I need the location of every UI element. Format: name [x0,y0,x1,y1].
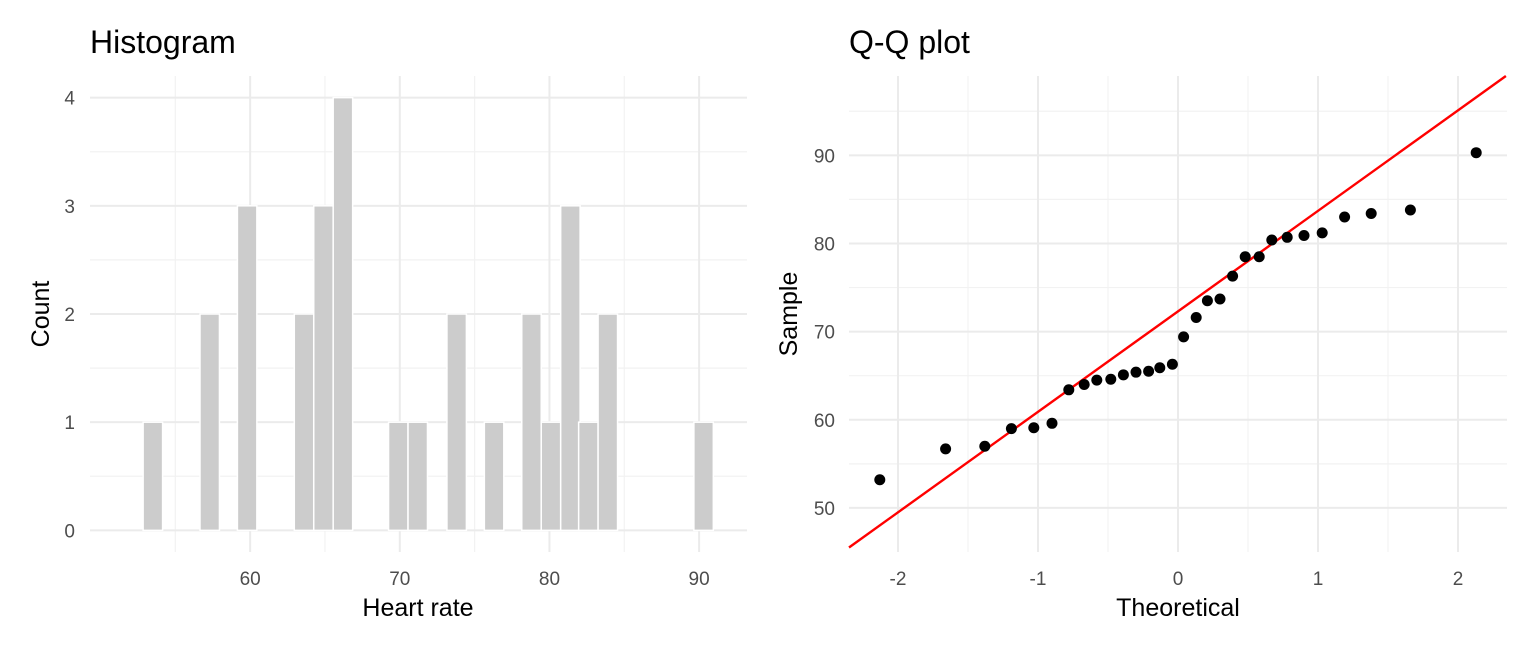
histogram-bar [199,313,221,532]
histogram-bar [293,313,315,532]
qq-point [874,474,886,486]
qq-reference-line [848,75,1507,549]
histogram-bar [446,313,468,532]
histogram-y-tick-label: 2 [64,305,75,326]
histogram-x-tick-label: 60 [240,569,261,590]
histogram-bar [597,313,619,532]
qq-y-tick-label: 70 [814,323,835,344]
qq-x-tick-label: 2 [1453,569,1464,590]
qq-point [1130,366,1142,378]
histogram-y-tick-label: 0 [64,521,75,542]
qq-point [1154,362,1166,374]
histogram-title: Histogram [90,24,236,60]
qq-plot-y-tick-labels: 50 60 70 80 90 [814,146,835,520]
qq-point [940,443,952,455]
qq-point [1253,251,1265,263]
qq-y-tick-label: 50 [814,499,835,520]
qq-point [1105,373,1117,385]
histogram-bars [142,96,715,532]
histogram-bar [312,205,334,532]
qq-point [1178,331,1190,343]
histogram-y-tick-label: 3 [64,197,75,218]
qq-point [1316,227,1328,239]
qq-y-tick-label: 60 [814,411,835,432]
histogram-x-tick-label: 90 [689,569,710,590]
qq-point [1298,230,1310,242]
qq-plot-points [874,147,1482,486]
histogram-bar [540,421,562,532]
qq-reference-line-group [848,75,1507,549]
qq-point [1143,365,1155,377]
histogram-x-axis-label: Heart rate [362,594,473,622]
qq-x-tick-label: -1 [1030,569,1047,590]
qq-point [1239,251,1251,263]
qq-plot-x-tick-labels: -2 -1 0 1 2 [890,569,1464,590]
qq-point [1201,295,1213,307]
qq-y-tick-label: 80 [814,234,835,255]
qq-point [1091,374,1103,386]
qq-point [1339,211,1351,223]
qq-point [979,440,991,452]
histogram-y-tick-label: 1 [64,413,75,434]
histogram-bar [332,96,354,532]
histogram-bar [142,421,164,532]
histogram-y-tick-label: 4 [64,89,75,110]
histogram-bar [559,205,581,532]
histogram-x-tick-label: 70 [389,569,410,590]
qq-point [1190,312,1202,324]
histogram-bar [407,421,429,532]
qq-plot-title: Q-Q plot [849,24,970,60]
qq-point [1227,270,1239,282]
histogram-bar [693,421,715,532]
histogram-y-axis-label: Count [27,281,55,348]
qq-x-tick-label: -2 [890,569,907,590]
qq-point [1166,358,1178,370]
qq-y-tick-label: 90 [814,146,835,167]
qq-point [1404,204,1416,216]
qq-point [1005,423,1017,435]
histogram-bar [577,421,599,532]
qq-plot-x-axis-label: Theoretical [1116,594,1240,622]
qq-point [1365,208,1377,220]
histogram-panel: Histogram 60 70 80 90 0 1 2 3 4 Heart rate Coun… [27,24,747,622]
histogram-bar [236,205,258,532]
histogram-bar [387,421,409,532]
qq-point [1078,379,1090,391]
qq-point [1214,293,1226,305]
qq-plot-y-axis-label: Sample [775,272,803,357]
qq-point [1028,422,1040,434]
qq-point [1063,384,1075,396]
histogram-y-tick-labels: 0 1 2 3 4 [64,89,75,543]
histogram-x-tick-label: 80 [539,569,560,590]
histogram-bar [483,421,505,532]
histogram-bar [521,313,542,532]
qq-point [1281,231,1293,243]
qq-point [1046,417,1058,429]
qq-point [1470,147,1482,159]
qq-point [1117,369,1129,381]
qq-x-tick-label: 0 [1173,569,1184,590]
histogram-x-tick-labels: 60 70 80 90 [240,569,710,590]
qq-point [1266,234,1278,246]
qq-x-tick-label: 1 [1313,569,1324,590]
